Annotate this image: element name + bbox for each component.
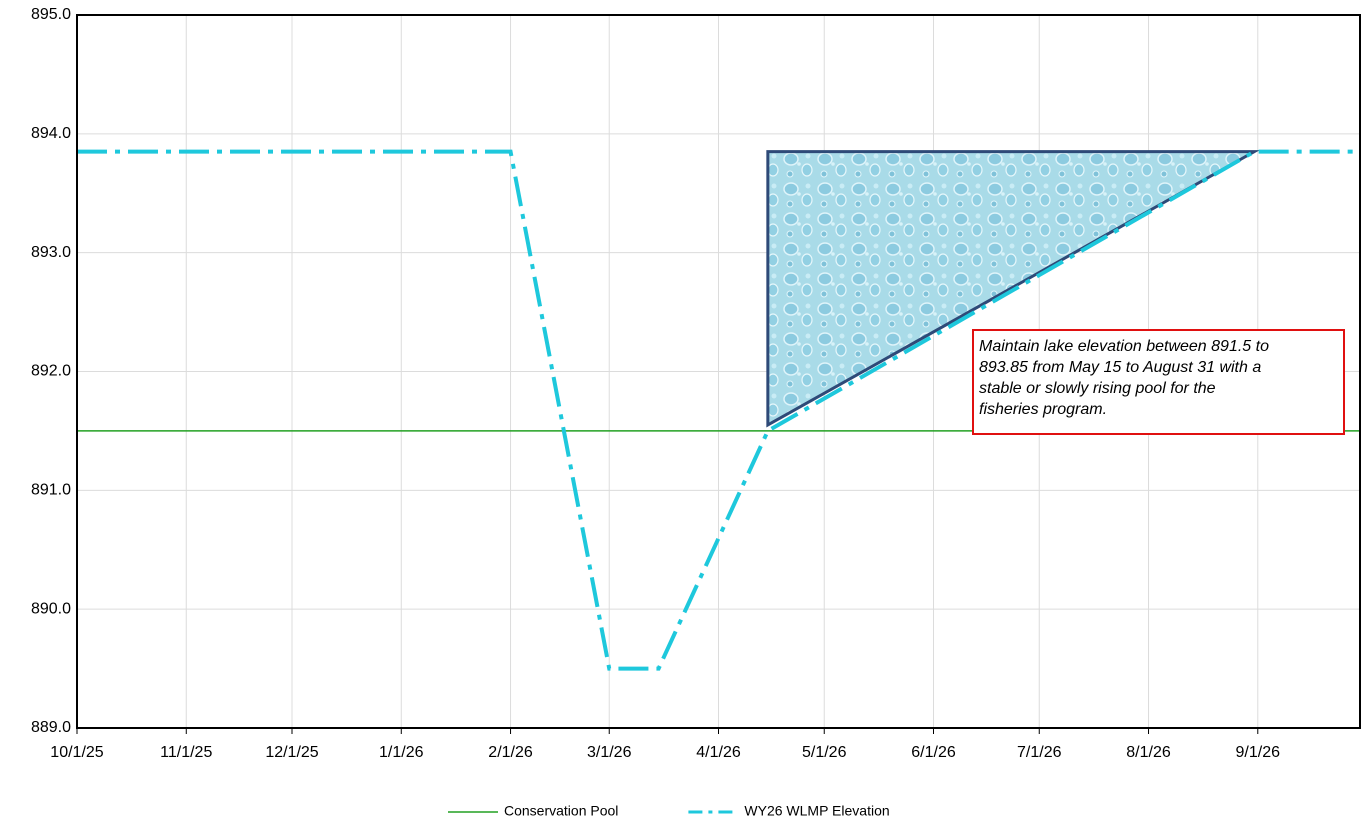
x-tick-label: 7/1/26 [1017, 744, 1062, 761]
x-tick-label: 8/1/26 [1126, 744, 1171, 761]
plot-frame [76, 14, 1361, 729]
x-tick-label: 12/1/25 [265, 744, 318, 761]
y-tick-label: 890.0 [31, 600, 71, 617]
x-tick-label: 5/1/26 [802, 744, 847, 761]
annotation-text: fisheries program. [979, 401, 1107, 418]
legend-label: Conservation Pool [504, 803, 618, 819]
y-tick-label: 889.0 [31, 719, 71, 736]
x-tick-label: 2/1/26 [488, 744, 533, 761]
annotation-text: stable or slowly rising pool for the [979, 380, 1216, 397]
y-tick-label: 891.0 [31, 482, 71, 499]
data-line [77, 149, 1360, 671]
annotation-text: Maintain lake elevation between 891.5 to [979, 338, 1269, 355]
y-tick-label: 894.0 [31, 125, 71, 142]
y-tick-label: 893.0 [31, 244, 71, 261]
legend-label: WY26 WLMP Elevation [744, 803, 889, 819]
x-tick-label: 1/1/26 [379, 744, 424, 761]
x-tick-label: 6/1/26 [911, 744, 956, 761]
x-tick-label: 10/1/25 [50, 744, 103, 761]
x-tick-label: 4/1/26 [696, 744, 741, 761]
y-tick-label: 892.0 [31, 363, 71, 380]
shaded-region [766, 150, 1260, 428]
x-tick-label: 11/1/25 [160, 744, 212, 761]
annotation-box [972, 329, 1345, 435]
x-tick-label: 3/1/26 [587, 744, 632, 761]
y-tick-label: 895.0 [31, 6, 71, 23]
annotation-text: 893.85 from May 15 to August 31 with a [979, 359, 1261, 376]
x-tick-label: 9/1/26 [1236, 744, 1281, 761]
